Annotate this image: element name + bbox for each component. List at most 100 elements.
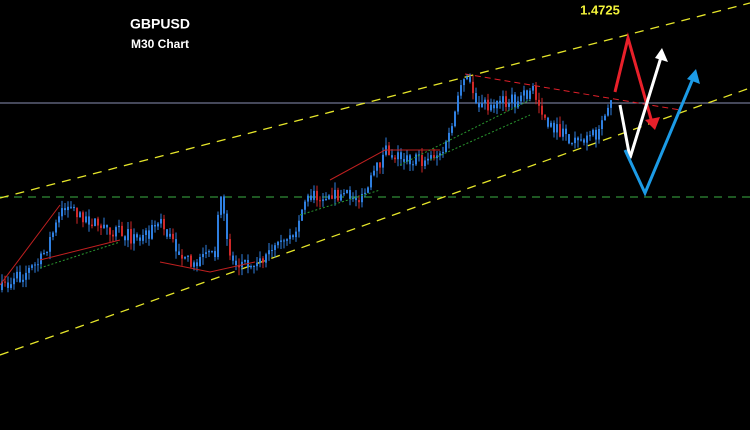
candle-body [16, 271, 18, 279]
candle-body [286, 239, 288, 241]
candle-body [604, 115, 606, 121]
candle-body [136, 234, 138, 238]
candle-body [340, 194, 342, 201]
candle-body [19, 271, 21, 282]
candle-body [517, 101, 519, 108]
candle-body [199, 257, 201, 267]
candle-body [103, 224, 105, 229]
aux-line [39, 239, 121, 261]
candle-body [163, 218, 165, 230]
candle-body [490, 104, 492, 111]
candle-body [541, 105, 543, 115]
candle-body [463, 79, 465, 86]
candle-body [553, 122, 555, 133]
candle-body [46, 251, 48, 254]
candle-body [34, 264, 36, 266]
candle-body [157, 223, 159, 227]
candle-body [391, 155, 393, 158]
candle-body [373, 170, 375, 176]
channel-upper [0, 2, 750, 199]
candle-body [13, 278, 15, 285]
candle-body [82, 212, 84, 223]
candle-body [523, 90, 525, 96]
candle-body [496, 100, 498, 109]
candle-body [451, 126, 453, 133]
candle-body [430, 155, 432, 159]
red-arrowhead [645, 117, 660, 130]
candle-body [454, 111, 456, 127]
candle-body [304, 201, 306, 210]
candle-body [439, 153, 441, 156]
candle-body [577, 137, 579, 141]
candle-body [520, 95, 522, 102]
candle-body [571, 143, 573, 145]
candle-body [328, 195, 330, 199]
candle-body [364, 192, 366, 194]
candle-body [130, 229, 132, 244]
candle-body [70, 206, 72, 208]
aux-line [0, 204, 61, 286]
candle-body [598, 129, 600, 140]
candle-body [25, 272, 27, 280]
candle-body [322, 199, 324, 202]
candle-body [334, 189, 336, 199]
candle-body [58, 216, 60, 223]
blue-arrow [623, 75, 696, 197]
candle-body [508, 103, 510, 107]
candle-body [514, 94, 516, 108]
candle-body [154, 224, 156, 227]
candle-body [448, 132, 450, 142]
candle-body [295, 231, 297, 238]
candle-body [481, 102, 483, 108]
price-label: 1.4725 [580, 2, 620, 17]
candle-body [112, 234, 114, 237]
candle-body [349, 190, 351, 199]
aux-dotted [299, 189, 381, 216]
candle-body [487, 99, 489, 111]
candle-body [187, 255, 189, 257]
candle-body [232, 255, 234, 261]
candle-body [298, 220, 300, 232]
candle-body [40, 253, 42, 265]
candle-body [436, 155, 438, 159]
candle-body [148, 230, 150, 239]
candle-body [121, 225, 123, 237]
candle-body [55, 222, 57, 233]
candle-body [550, 122, 552, 127]
candle-body [445, 141, 447, 152]
candle-body [244, 260, 246, 262]
candle-body [427, 158, 429, 161]
candle-body [208, 251, 210, 253]
candle-body [229, 239, 231, 256]
candle-body [118, 225, 120, 228]
candle-body [94, 218, 96, 227]
candle-body [358, 200, 360, 203]
candle-body [475, 93, 477, 104]
candle-body [382, 154, 384, 168]
candle-body [457, 95, 459, 112]
candle-body [568, 134, 570, 144]
candle-body [532, 86, 534, 91]
candle-body [211, 251, 213, 253]
aux-dotted [399, 99, 531, 166]
candle-body [220, 196, 222, 215]
candle-body [277, 241, 279, 246]
candle-body [10, 284, 12, 288]
candle-body [610, 100, 612, 108]
candle-body [505, 96, 507, 107]
candle-body [238, 265, 240, 268]
candle-body [259, 258, 261, 263]
candle-body [460, 85, 462, 96]
candle-body [313, 190, 315, 200]
candle-body [100, 225, 102, 229]
candle-body [493, 104, 495, 109]
candle-body [343, 193, 345, 195]
candle-body [355, 197, 357, 201]
candle-body [511, 94, 513, 104]
candle-body [172, 233, 174, 240]
candle-body [79, 212, 81, 218]
candle-body [559, 124, 561, 137]
candle-body [289, 235, 291, 240]
candle-body [268, 250, 270, 255]
aux-line [329, 149, 440, 181]
